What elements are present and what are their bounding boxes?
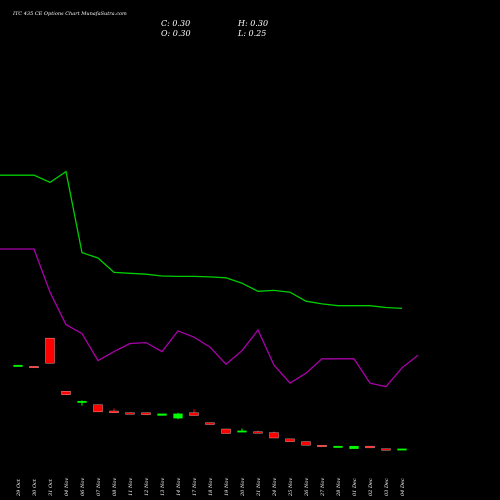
candles — [13, 337, 407, 451]
x-tick-label: 11 Nov — [128, 478, 134, 496]
candle-body — [13, 364, 23, 367]
x-tick-label: 26 Nov — [304, 478, 310, 497]
x-tick-label: 18 Nov — [208, 478, 214, 496]
candle-body — [189, 412, 199, 416]
x-tick-label: 07 Nov — [96, 478, 102, 496]
candle — [109, 408, 119, 413]
candle — [189, 409, 199, 416]
x-tick-label: 27 Nov — [320, 478, 326, 497]
candle — [157, 413, 167, 416]
candle-body — [365, 445, 375, 449]
x-tick-label: 19 Nov — [224, 478, 230, 496]
candle — [173, 412, 183, 420]
candle — [333, 445, 343, 448]
candle-body — [61, 391, 71, 395]
candle-body — [157, 413, 167, 416]
candle-body — [317, 445, 327, 447]
candle — [381, 448, 391, 451]
x-tick-label: 04 Nov — [64, 478, 70, 496]
x-tick-label: 28 Nov — [336, 478, 342, 497]
candle-body — [397, 448, 407, 451]
candle — [397, 448, 407, 451]
candle — [141, 412, 151, 415]
x-tick-label: 30 Oct — [32, 478, 38, 496]
x-tick-label: 02 Dec — [368, 478, 374, 496]
candle — [269, 431, 279, 439]
candle-body — [285, 438, 295, 442]
candle-body — [173, 413, 183, 419]
candle — [317, 445, 327, 447]
candle-body — [29, 366, 39, 369]
candle — [93, 404, 103, 413]
candle-body — [333, 445, 343, 448]
candle-body — [381, 448, 391, 451]
x-axis-ticks: 29 Oct 30 Oct 31 Oct 04 Nov 06 Nov 07 Nov 08 N… — [16, 478, 406, 497]
candle-body — [93, 404, 103, 413]
candle-body — [253, 431, 263, 434]
x-tick-label: 13 Nov — [160, 478, 166, 496]
x-tick-label: 21 Nov — [256, 478, 262, 497]
x-tick-label: 14 Nov — [176, 478, 182, 496]
candle — [45, 337, 55, 364]
candle — [61, 391, 71, 395]
x-tick-label: 20 Nov — [240, 478, 246, 497]
candle — [253, 430, 263, 434]
candle — [285, 438, 295, 442]
moving-averages — [0, 170, 419, 388]
candle-body — [141, 412, 151, 415]
x-tick-label: 31 Oct — [48, 478, 54, 496]
chart-title: ITC 435 CE Options Chart MunafaSutra.com — [12, 11, 127, 17]
close-value: C: 0.30 — [161, 19, 190, 28]
candle-body — [109, 410, 119, 413]
candle — [301, 441, 311, 446]
candle — [29, 366, 39, 369]
open-value: O: 0.30 — [161, 29, 191, 38]
candle-body — [205, 422, 215, 425]
candle-body — [45, 337, 55, 364]
candle-body — [269, 432, 279, 439]
ma-fast-line — [0, 170, 403, 310]
x-tick-label: 12 Nov — [144, 478, 150, 496]
candle-body — [77, 400, 87, 403]
x-tick-label: 04 Dec — [400, 478, 406, 496]
candle-body — [125, 412, 135, 415]
candle-body — [301, 441, 311, 446]
candle-body — [221, 428, 231, 434]
x-tick-label: 25 Nov — [288, 478, 294, 497]
candle — [349, 445, 359, 449]
x-tick-label: 24 Nov — [272, 478, 278, 497]
candle — [77, 400, 87, 406]
candle — [13, 364, 23, 367]
x-tick-label: 03 Dec — [384, 478, 390, 496]
x-tick-label: 08 Nov — [112, 478, 118, 496]
ma-slow-line — [0, 248, 419, 388]
x-tick-label: 29 Oct — [16, 478, 22, 497]
x-tick-label: 01 Dec — [352, 478, 358, 496]
x-tick-label: 06 Nov — [80, 478, 86, 496]
high-value: H: 0.30 — [237, 19, 268, 28]
candle — [365, 445, 375, 449]
candle-body — [237, 430, 247, 433]
low-value: L: 0.25 — [237, 29, 266, 38]
candle-body — [349, 445, 359, 449]
candle — [125, 412, 135, 415]
candle — [237, 428, 247, 433]
candle — [205, 422, 215, 425]
x-tick-label: 17 Nov — [192, 478, 198, 496]
candle — [221, 428, 231, 434]
